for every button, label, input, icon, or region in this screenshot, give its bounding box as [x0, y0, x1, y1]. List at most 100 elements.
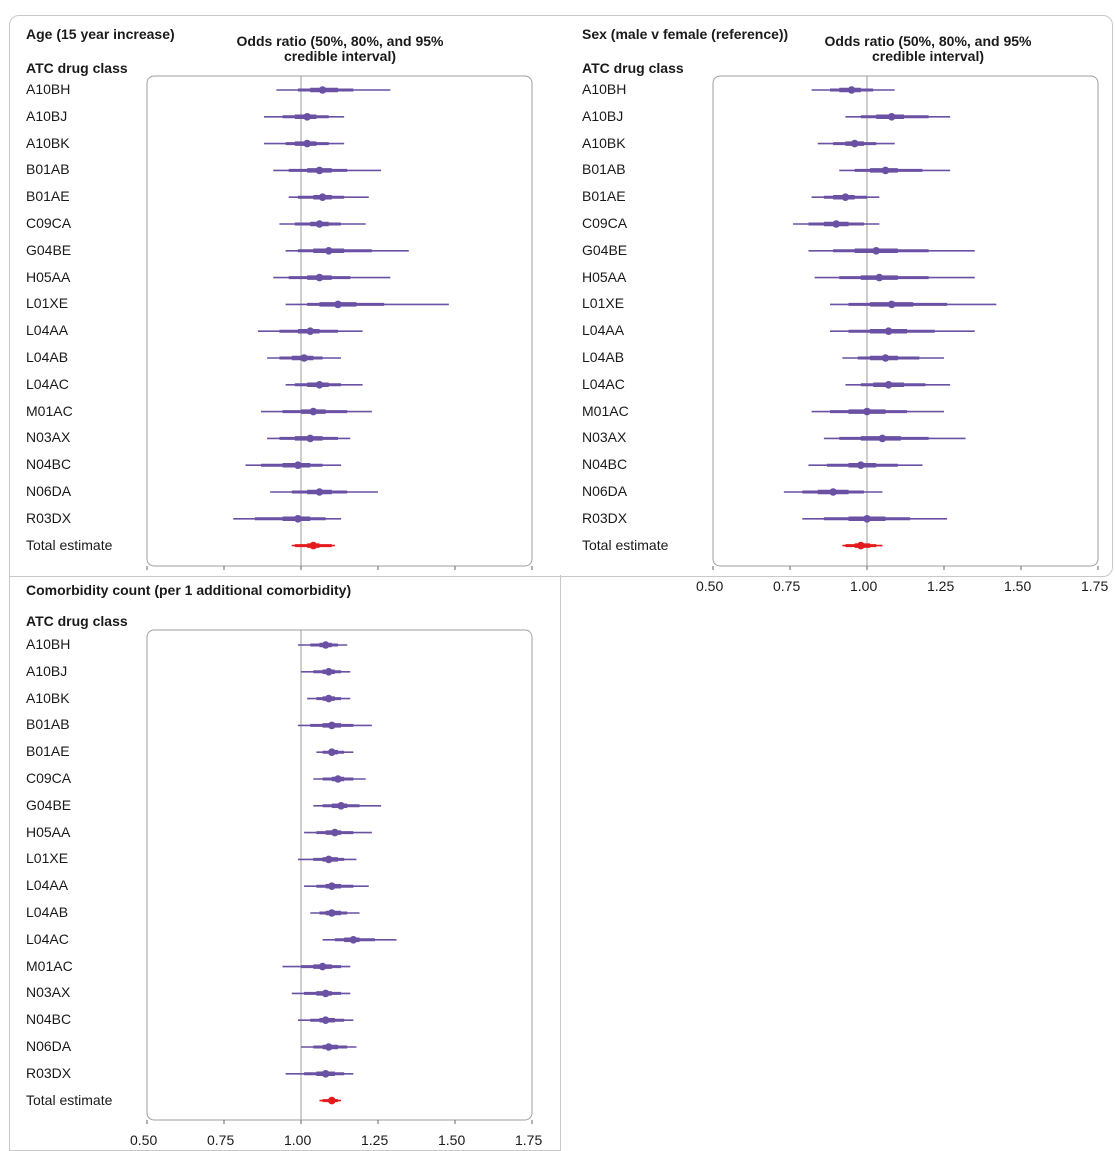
point-estimate: [881, 166, 890, 175]
row-label: A10BK: [26, 134, 70, 151]
point-estimate: [324, 694, 333, 703]
row-label: H05AA: [26, 268, 71, 285]
panel-sex-ci-header: Odds ratio (50%, 80%, and 95% credible i…: [824, 33, 1032, 64]
row-label: L04AC: [26, 930, 69, 947]
point-estimate: [331, 828, 339, 837]
row-label: Total estimate: [582, 536, 669, 553]
point-estimate: [306, 434, 315, 443]
row-label: A10BH: [26, 636, 71, 652]
point-estimate: [309, 407, 318, 416]
point-estimate: [328, 1096, 336, 1105]
point-estimate: [318, 962, 327, 971]
panel-sex-tick-label: 0.75: [773, 578, 801, 594]
point-estimate: [334, 300, 342, 309]
panel-comorbidity-frame: [146, 629, 533, 1121]
row-label: Total estimate: [26, 536, 113, 553]
point-estimate: [300, 354, 308, 362]
row-label: M01AC: [26, 957, 73, 974]
panel-sex-tick-label: 1.25: [927, 578, 955, 594]
panel-comorbidity-tick-label: 0.75: [207, 1132, 235, 1148]
row-label: N04BC: [582, 456, 628, 473]
point-estimate: [321, 1016, 330, 1024]
panel-age-title: Age (15 year increase): [26, 26, 175, 42]
row-label: M01AC: [26, 402, 73, 419]
row-label: L01XE: [582, 295, 625, 312]
point-estimate: [875, 273, 884, 282]
panel-age-frame: [146, 75, 533, 567]
point-estimate: [857, 461, 865, 470]
point-estimate: [303, 139, 311, 148]
panel-comorbidity-tick-label: 0.50: [130, 1132, 158, 1148]
point-estimate: [349, 936, 358, 944]
point-estimate: [324, 247, 333, 255]
panel-sex-title: Sex (male v female (reference)): [582, 26, 789, 42]
row-label: N04BC: [26, 456, 72, 473]
row-label: M01AC: [582, 402, 629, 419]
point-estimate: [309, 541, 318, 550]
point-estimate: [337, 802, 345, 810]
point-estimate: [850, 139, 859, 148]
panel-sex-tick-label: 1.75: [1081, 578, 1109, 594]
panel-sex-row-header: ATC drug class: [582, 60, 684, 76]
point-estimate: [321, 1070, 330, 1078]
point-estimate: [321, 641, 330, 649]
point-estimate: [857, 541, 865, 550]
panel-comorbidity-tick-label: 1.50: [438, 1132, 466, 1148]
row-label: C09CA: [26, 770, 72, 786]
point-estimate: [863, 515, 871, 523]
row-label: N04BC: [26, 1011, 72, 1028]
panel-sex-tick-label: 0.50: [696, 578, 724, 594]
point-estimate: [328, 882, 336, 890]
row-label: G04BE: [582, 241, 628, 258]
row-label: R03DX: [26, 1064, 72, 1081]
point-estimate: [315, 166, 324, 175]
point-estimate: [318, 193, 327, 201]
point-estimate: [872, 247, 881, 255]
panel-age-ci-header: Odds ratio (50%, 80%, and 95% credible i…: [236, 33, 444, 64]
row-label: L04AA: [26, 322, 69, 339]
row-label: N03AX: [26, 429, 71, 446]
panel-comorbidity-tick-label: 1.00: [284, 1132, 312, 1148]
row-label: L04AB: [26, 349, 69, 365]
panel-comorbidity-title: Comorbidity count (per 1 additional como…: [26, 582, 352, 598]
row-label: A10BK: [582, 134, 626, 151]
point-estimate: [328, 721, 336, 730]
point-estimate: [318, 86, 327, 94]
row-label: B01AE: [582, 188, 626, 205]
point-estimate: [324, 855, 333, 864]
row-label: N03AX: [582, 429, 627, 446]
row-label: R03DX: [582, 509, 628, 526]
point-estimate: [841, 193, 850, 201]
row-label: A10BH: [26, 81, 71, 97]
row-label: G04BE: [26, 241, 72, 258]
row-label: Total estimate: [26, 1091, 113, 1108]
row-label: A10BJ: [26, 107, 68, 124]
point-estimate: [334, 775, 342, 783]
row-label: B01AB: [26, 716, 70, 733]
row-label: A10BJ: [582, 107, 624, 124]
row-label: L04AC: [582, 375, 625, 392]
point-estimate: [315, 273, 324, 282]
row-label: L04AA: [26, 877, 69, 894]
panel-comorbidity-tick-label: 1.75: [515, 1132, 543, 1148]
panel-age-row-header: ATC drug class: [26, 60, 128, 76]
point-estimate: [315, 220, 324, 228]
panel-sex-tick-label: 1.00: [850, 578, 878, 594]
point-estimate: [887, 113, 896, 121]
row-label: N03AX: [26, 984, 71, 1001]
point-estimate: [315, 381, 324, 389]
panel-sex-tick-label: 1.50: [1004, 578, 1032, 594]
point-estimate: [328, 909, 336, 917]
point-estimate: [306, 327, 315, 336]
point-estimate: [294, 461, 302, 470]
point-estimate: [303, 113, 311, 121]
row-label: A10BJ: [26, 662, 68, 679]
row-label: N06DA: [26, 483, 72, 499]
panel-comorbidity-tick-label: 1.25: [361, 1132, 389, 1148]
figure-frame-top: [9, 15, 1113, 577]
point-estimate: [315, 488, 324, 496]
point-estimate: [878, 434, 887, 443]
point-estimate: [324, 668, 333, 676]
